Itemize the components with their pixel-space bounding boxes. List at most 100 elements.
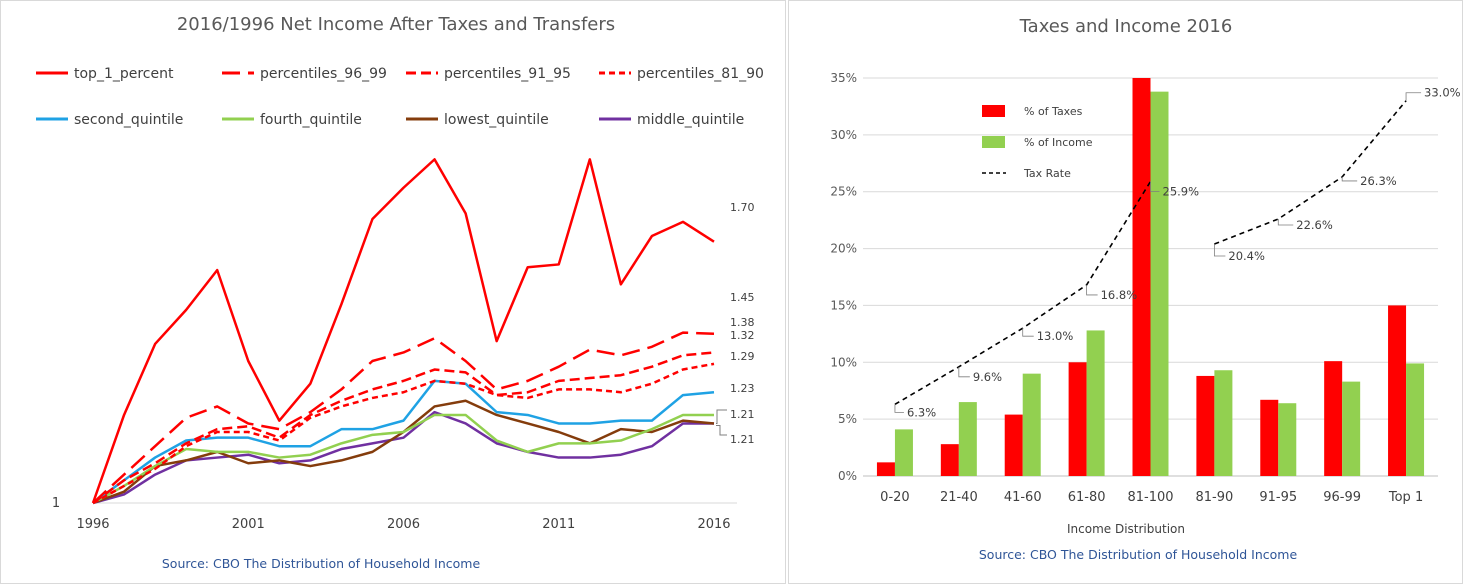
y-tick-label: 1 [52, 496, 60, 511]
rate-leader [1277, 219, 1294, 226]
bar-taxes [1068, 362, 1087, 476]
legend-label: percentiles_96_99 [260, 66, 387, 82]
bar-taxes [1132, 78, 1151, 476]
bar-income [1150, 91, 1169, 476]
x-tick-label: 2011 [542, 517, 575, 532]
end-labels: 1.70 1.45 1.381.32 1.29 1.23 1.21 1.21 [716, 201, 755, 446]
bar-income [1214, 370, 1233, 476]
y-tick-label: 20% [830, 242, 857, 256]
bar-income [894, 429, 913, 476]
tax-rate-label: 9.6% [973, 370, 1002, 384]
tax-rate-label: 6.3% [907, 405, 936, 419]
y-tick-label: 15% [830, 298, 857, 312]
x-tick-label: 81-90 [1195, 490, 1233, 505]
line-chart-title: 2016/1996 Net Income After Taxes and Tra… [177, 14, 615, 35]
leader-line [716, 424, 727, 436]
y-tick-label: 30% [830, 128, 857, 142]
bar-chart: Taxes and Income 2016 0% 5% 10% 15% 20% 25% 30… [830, 16, 1461, 562]
bar-taxes [876, 462, 895, 476]
bar-income [1278, 403, 1297, 476]
legend-swatch-income [982, 136, 1005, 148]
leader-line [716, 409, 727, 424]
y-tick-label: 10% [830, 355, 857, 369]
x-tick-label: Top 1 [1388, 490, 1423, 505]
x-tick-label: 21-40 [940, 490, 978, 505]
y-tick-label: 5% [838, 412, 857, 426]
bar-chart-panel: Taxes and Income 2016 0% 5% 10% 15% 20% 25% 30… [788, 0, 1463, 584]
x-tick-label: 2016 [697, 517, 730, 532]
bar-income [1406, 363, 1425, 476]
x-tick-label: 91-95 [1259, 490, 1297, 505]
x-tick-label: 1996 [76, 517, 109, 532]
series-line-middle_quintile [92, 410, 714, 505]
bar-taxes [940, 444, 959, 476]
x-tick-label: 81-100 [1127, 490, 1173, 505]
x-tick-label: 41-60 [1004, 490, 1042, 505]
tax-rate-label: 20.4% [1228, 249, 1265, 263]
series-line-second_quintile [92, 379, 715, 505]
x-tick-label: 2006 [387, 517, 420, 532]
bars [876, 78, 1425, 476]
end-value-label: 1.45 [730, 291, 755, 304]
tax-rate-label: 16.8% [1101, 288, 1138, 302]
series-line-fourth_quintile [92, 413, 714, 505]
legend-swatch-taxes [982, 105, 1005, 117]
tax-rate-line: 6.3% 9.6% 13.0% 16.8% 25.9% 20.4% 22.6% 26.3% 33… [894, 86, 1461, 419]
series-line-percentiles_91_95 [92, 351, 715, 505]
x-ticks: 1996 2001 2006 2011 2016 [76, 517, 730, 532]
line-chart-panel: 2016/1996 Net Income After Taxes and Tra… [0, 0, 786, 584]
rate-leader [1086, 284, 1098, 296]
series-lines [91, 158, 715, 505]
legend-label: fourth_quintile [260, 112, 362, 128]
end-value-label: 1.21 [730, 408, 755, 421]
line-chart-source: Source: CBO The Distribution of Househol… [162, 556, 481, 571]
tax-rate-label: 25.9% [1163, 184, 1200, 198]
y-tick-label: 35% [830, 71, 857, 85]
y-tick-label: 0% [838, 469, 857, 483]
bar-income [1022, 373, 1041, 476]
bar-taxes [1196, 375, 1215, 476]
x-ticks: 0-20 21-40 41-60 61-80 81-100 81-90 91-95 96-99… [880, 490, 1423, 505]
legend-label: % of Taxes [1024, 105, 1083, 118]
bar-income [1342, 381, 1361, 476]
end-value-label: 1.32 [730, 329, 755, 342]
legend-label: Tax Rate [1023, 167, 1071, 180]
x-tick-label: 2001 [232, 517, 265, 532]
legend-label: second_quintile [74, 112, 183, 128]
bar-chart-legend: % of Taxes % of Income Tax Rate [982, 105, 1093, 180]
bar-taxes [1388, 305, 1407, 476]
rate-leader [1341, 176, 1358, 182]
bar-income [1086, 330, 1105, 476]
end-value-label: 1.38 [730, 316, 755, 329]
legend-label: middle_quintile [637, 112, 744, 128]
bar-chart-title: Taxes and Income 2016 [1019, 16, 1233, 37]
line-chart: 2016/1996 Net Income After Taxes and Tra… [36, 14, 764, 571]
x-axis-title: Income Distribution [1067, 522, 1185, 536]
x-tick-label: 96-99 [1323, 490, 1361, 505]
series-line-lowest_quintile [92, 399, 715, 505]
legend-label: percentiles_91_95 [444, 66, 571, 82]
legend-label: percentiles_81_90 [637, 66, 764, 82]
y-tick-label: 25% [830, 185, 857, 199]
rate-leader [958, 366, 970, 378]
series-line-top_1_percent [91, 158, 715, 504]
series-line-percentiles_96_99 [92, 331, 715, 504]
bar-taxes [1004, 414, 1023, 476]
end-value-label: 1.70 [730, 201, 755, 214]
end-value-label: 1.21 [730, 433, 755, 446]
end-value-label: 1.23 [730, 382, 755, 395]
series-line-percentiles_81_90 [92, 362, 715, 505]
x-tick-label: 0-20 [880, 490, 910, 505]
x-tick-label: 61-80 [1068, 490, 1106, 505]
line-chart-legend: top_1_percent percentiles_96_99 percentile… [36, 66, 764, 128]
rate-leader [894, 404, 904, 413]
legend-label: top_1_percent [74, 66, 174, 82]
legend-label: % of Income [1024, 136, 1093, 149]
rate-leader [1213, 244, 1226, 257]
bar-chart-source: Source: CBO The Distribution of Househol… [979, 547, 1298, 562]
end-value-label: 1.29 [730, 350, 755, 363]
bar-taxes [1324, 361, 1343, 476]
tax-rate-label: 33.0% [1424, 86, 1461, 100]
rate-leader [1405, 92, 1422, 101]
tax-rate-label: 13.0% [1037, 329, 1074, 343]
